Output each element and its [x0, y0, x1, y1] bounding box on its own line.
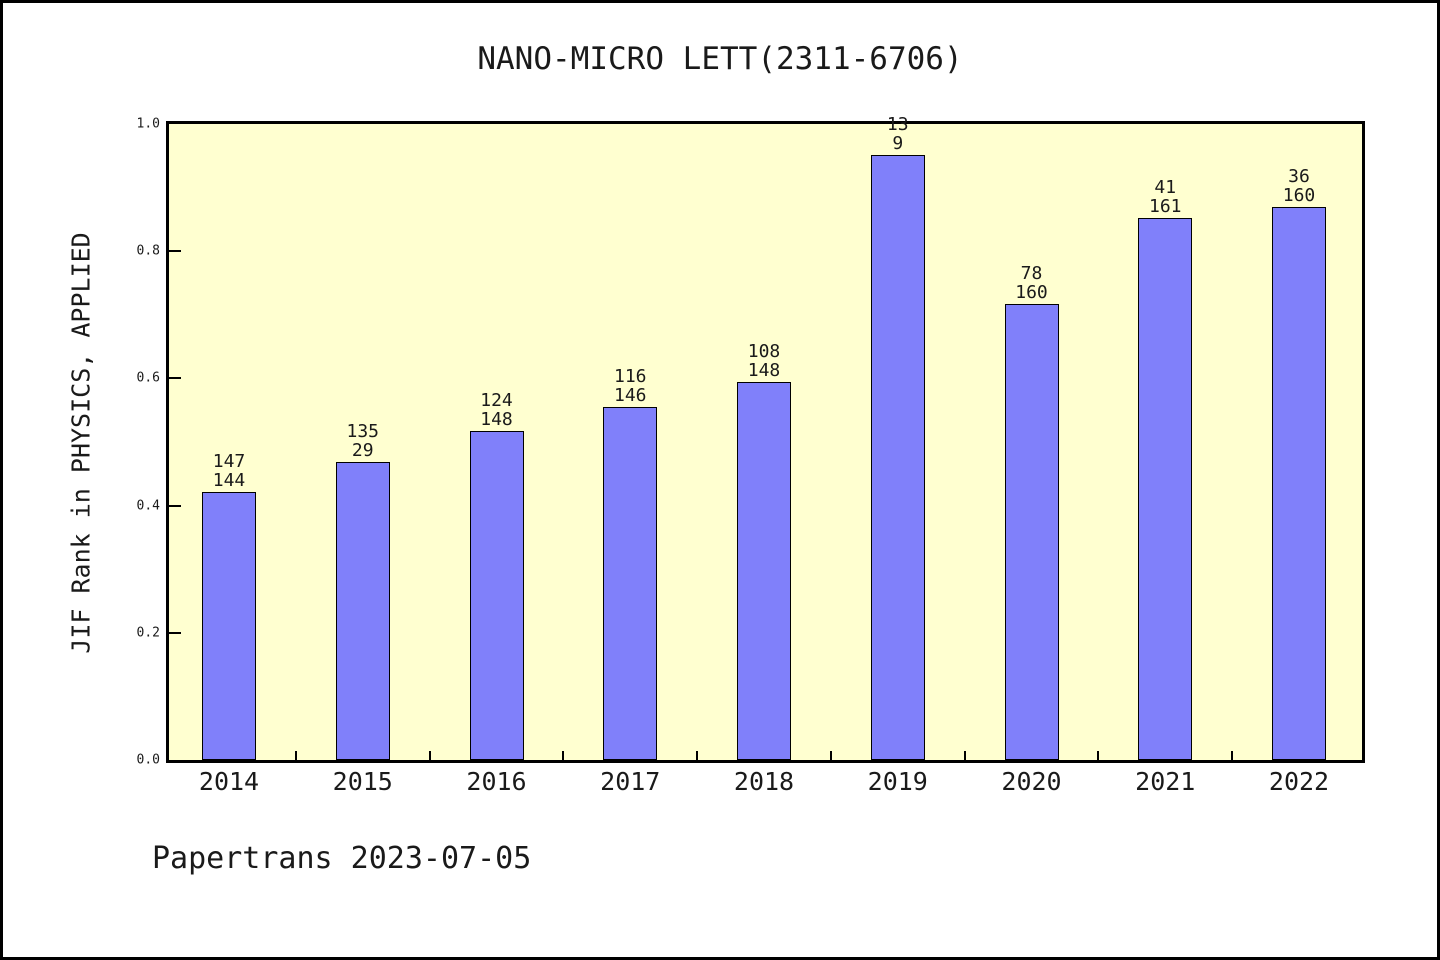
x-tick-label-2022: 2022	[1268, 767, 1330, 796]
bar-2018	[737, 382, 791, 760]
footer-watermark: Papertrans 2023-07-05	[152, 841, 532, 876]
x-minor-tick	[963, 751, 966, 760]
x-minor-tick	[1097, 751, 1100, 760]
x-minor-tick	[829, 751, 832, 760]
x-minor-tick	[428, 751, 431, 760]
bar-value-label-2015: 135 29	[346, 421, 379, 461]
bar-2019	[870, 155, 925, 760]
y-tick-0.2	[169, 631, 181, 634]
x-tick-label-2017: 2017	[600, 767, 661, 796]
bar-value-label-2022: 36 160	[1282, 166, 1316, 206]
x-tick-label-2015: 2015	[332, 767, 393, 796]
x-tick-label-2021: 2021	[1135, 767, 1196, 796]
y-tick-0.8	[169, 250, 181, 253]
bar-value-label-2014: 147 144	[212, 451, 246, 491]
x-tick-label-2020: 2020	[1001, 767, 1062, 796]
bar-value-label-2019: 13 9	[886, 114, 909, 154]
x-tick-label-2019: 2019	[867, 767, 928, 796]
y-tick-label-0.0: 0.0	[136, 752, 160, 768]
bar-value-label-2018: 108 148	[747, 341, 781, 381]
bar-2017	[603, 407, 658, 760]
bar-2022	[1272, 207, 1326, 760]
x-minor-tick	[294, 751, 297, 760]
bar-value-label-2017: 116 146	[613, 366, 647, 406]
bar-2021	[1138, 218, 1193, 760]
y-tick-0.6	[169, 377, 181, 380]
bar-2020	[1004, 304, 1059, 760]
x-minor-tick	[696, 751, 699, 760]
bar-2014	[202, 492, 256, 760]
y-tick-0.4	[169, 504, 181, 507]
y-axis-label: JIF Rank in PHYSICS, APPLIED	[66, 232, 96, 654]
bar-value-label-2016: 124 148	[480, 390, 513, 430]
y-tick-label-0.4: 0.4	[136, 498, 160, 514]
bar-value-label-2020: 78 160	[1015, 263, 1048, 303]
x-tick-label-2014: 2014	[198, 767, 260, 796]
x-tick-label-2018: 2018	[733, 767, 795, 796]
x-minor-tick	[1231, 751, 1234, 760]
bar-2015	[335, 462, 390, 760]
x-minor-tick	[562, 751, 565, 760]
bar-value-label-2021: 41 161	[1148, 177, 1182, 217]
plot-area: 147 144 135 29 124 148 116 146 108 148 13 9 78…	[166, 115, 1365, 763]
bar-2016	[469, 431, 524, 760]
y-tick-label-0.2: 0.2	[136, 625, 160, 641]
y-tick-label-0.8: 0.8	[136, 243, 160, 259]
y-tick-label-0.6: 0.6	[136, 370, 160, 386]
x-tick-label-2016: 2016	[466, 767, 527, 796]
y-tick-label-1.0: 1.0	[136, 116, 160, 132]
chart-title: NANO-MICRO LETT(2311-6706)	[477, 41, 963, 77]
